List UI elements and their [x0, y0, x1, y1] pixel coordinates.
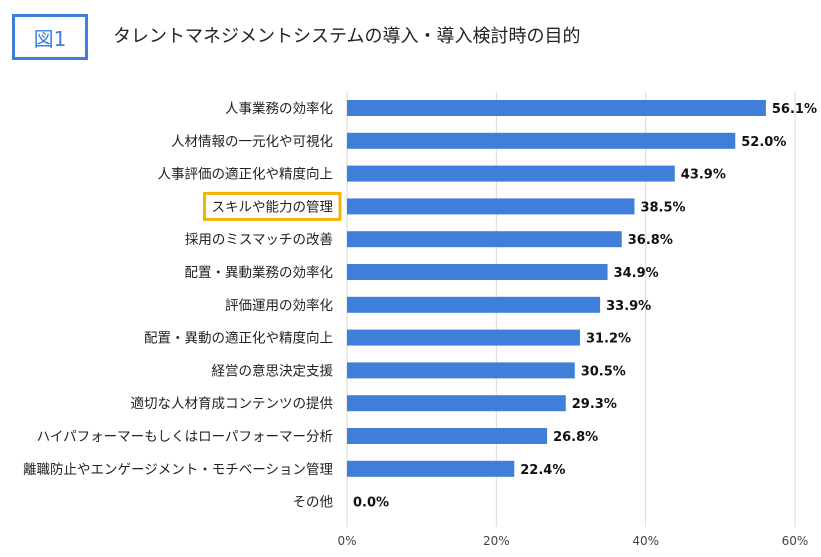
x-tick-label: 0%	[337, 534, 356, 548]
bar	[347, 296, 601, 313]
category-label: その他	[293, 495, 334, 511]
bar	[347, 132, 736, 149]
value-label: 43.9%	[681, 168, 726, 183]
figure-label-badge: 図1	[12, 14, 88, 60]
category-label: 採用のミスマッチの改善	[185, 232, 333, 248]
bar	[347, 264, 608, 280]
bar	[347, 460, 515, 477]
value-label: 29.3%	[572, 397, 617, 412]
value-label: 30.5%	[581, 364, 626, 379]
value-label: 26.8%	[553, 430, 598, 445]
chart-title: タレントマネジメントシステムの導入・導入検討時の目的	[113, 26, 581, 47]
category-label: 離職防止やエンゲージメント・モチベーション管理	[23, 462, 333, 478]
bar	[347, 428, 548, 444]
x-tick-label: 20%	[483, 534, 510, 548]
figure-label: 図1	[33, 26, 67, 51]
highlight-box	[203, 191, 342, 221]
bar	[347, 329, 580, 346]
bar	[347, 231, 622, 248]
value-label: 31.2%	[586, 332, 631, 347]
value-label: 0.0%	[353, 496, 389, 511]
value-label: 38.5%	[640, 200, 685, 215]
bar	[347, 165, 675, 182]
category-label: 人事評価の適正化や精度向上	[158, 166, 334, 183]
bar	[347, 100, 766, 116]
category-label: スキルや能力の管理	[212, 199, 334, 215]
value-label: 34.9%	[614, 266, 659, 281]
category-label: 人事業務の効率化	[225, 100, 333, 117]
category-label: 配置・異動業務の効率化	[185, 264, 334, 281]
category-label: ハイパフォーマーもしくはローパフォーマー分析	[37, 429, 333, 445]
bar	[347, 395, 566, 412]
value-label: 22.4%	[520, 463, 565, 478]
value-label: 36.8%	[628, 233, 673, 248]
value-label: 52.0%	[741, 135, 786, 150]
category-label: 配置・異動の適正化や精度向上	[144, 330, 333, 347]
bar	[347, 198, 635, 215]
x-tick-label: 40%	[632, 534, 659, 548]
bar	[347, 362, 575, 379]
category-label: 人材情報の一元化や可視化	[171, 134, 333, 150]
category-label: 適切な人材育成コンテンツの提供	[131, 395, 334, 412]
value-label: 33.9%	[606, 299, 651, 314]
x-tick-label: 60%	[782, 534, 809, 548]
value-label: 56.1%	[772, 102, 817, 117]
category-label: 経営の意思決定支援	[212, 362, 334, 379]
category-label: 評価運用の効率化	[225, 297, 333, 314]
